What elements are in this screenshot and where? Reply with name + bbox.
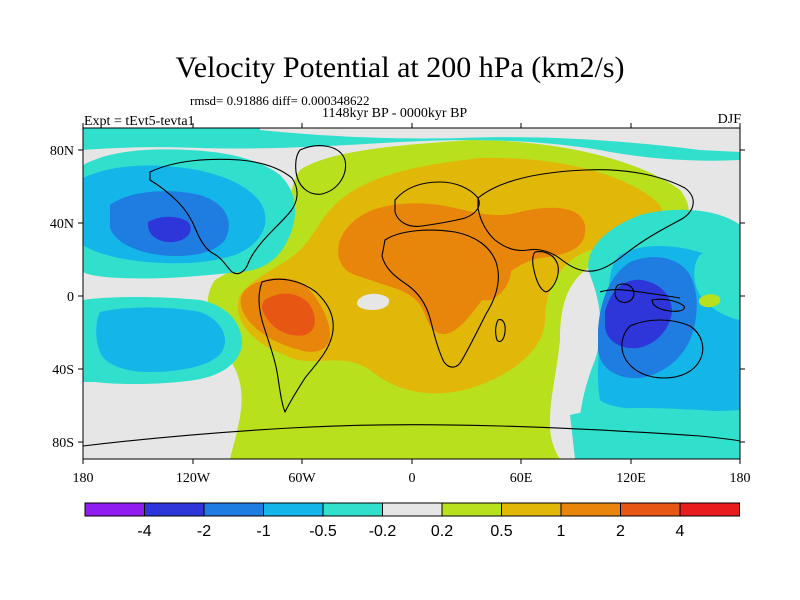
- colorbar-swatch: [620, 502, 681, 517]
- colorbar-swatch: [560, 502, 621, 517]
- x-tick-label: 180: [73, 471, 94, 486]
- map-title: Velocity Potential at 200 hPa (km2/s): [175, 51, 625, 84]
- y-axis: 80N 40N 0 40S 80S: [50, 144, 745, 451]
- colorbar-label: -0.5: [309, 523, 337, 540]
- colorbar-label: 1: [557, 523, 566, 540]
- y-tick: 80S: [52, 436, 745, 451]
- y-tick-label: 80S: [52, 436, 74, 451]
- x-tick: 120W: [176, 123, 211, 486]
- season-label: DJF: [717, 112, 741, 127]
- x-tick: 60W: [288, 123, 316, 486]
- maritime-continent-outline: [599, 289, 681, 299]
- colorbar-swatch: [144, 502, 205, 517]
- south-america-outline: [258, 278, 334, 413]
- colorbar-label: -0.2: [369, 523, 397, 540]
- madagascar-outline: [495, 319, 506, 343]
- colorbar-swatch: [501, 502, 562, 517]
- x-tick: 0: [409, 123, 416, 486]
- north-america-outline: [149, 158, 298, 275]
- south-pacific-negative-0p5: [96, 307, 226, 372]
- colorbar-label: 0.5: [490, 523, 512, 540]
- australia-outline: [621, 319, 704, 379]
- arctic-near-zero: [260, 128, 740, 152]
- colorbar-swatch: [382, 502, 443, 517]
- positive-contour-2-asia: [523, 213, 576, 245]
- colorbar-swatch: [203, 502, 264, 517]
- warm-pool-negative-2: [605, 279, 672, 349]
- y-tick: 80N: [50, 144, 745, 159]
- experiment-label: Expt = tEvt5-tevta1: [84, 114, 195, 129]
- y-tick-label: 40N: [50, 217, 74, 232]
- colorbar-swatch: [84, 502, 145, 517]
- colorbar-swatch: [322, 502, 383, 517]
- y-tick-label: 0: [67, 290, 74, 305]
- positive-contour-2: [262, 293, 315, 336]
- x-tick: 60E: [510, 123, 533, 486]
- colorbar-label: -1: [256, 523, 270, 540]
- east-pacific-positive-dot: [698, 294, 721, 308]
- antarctica-outline: [83, 424, 740, 447]
- greenland-outline: [295, 145, 347, 195]
- europe-outline: [394, 181, 480, 227]
- x-tick-label: 60W: [288, 471, 316, 486]
- colorbar-label: -4: [137, 523, 151, 540]
- contour-field: [83, 128, 740, 459]
- north-pacific-negative-2: [147, 216, 191, 243]
- x-tick: 180: [730, 123, 751, 486]
- x-tick-label: 60E: [510, 471, 533, 486]
- x-tick-label: 180: [730, 471, 751, 486]
- colorbar-label: 0.2: [431, 523, 453, 540]
- colorbar-swatch: [441, 502, 502, 517]
- y-tick: 0: [67, 290, 745, 305]
- x-tick-label: 120W: [176, 471, 211, 486]
- y-tick-label: 80N: [50, 144, 74, 159]
- new-guinea-outline: [651, 298, 685, 312]
- x-axis: 180 120W 60W 0 60E 120E 180: [73, 123, 751, 486]
- india-outline: [532, 251, 559, 293]
- colorbar: -4 -2 -1 -0.5 -0.2 0.2 0.5 1 2 4: [84, 502, 740, 540]
- x-tick-label: 0: [409, 471, 416, 486]
- colorbar-label: 2: [616, 523, 625, 540]
- rmsd-diff-stats: rmsd= 0.91886 diff= 0.000348622: [190, 93, 370, 108]
- atlantic-low-gap: [356, 293, 390, 310]
- y-tick: 40S: [52, 363, 745, 378]
- africa-outline: [381, 229, 499, 368]
- colorbar-label: 4: [676, 523, 685, 540]
- x-tick: 120E: [616, 123, 646, 486]
- coastlines: [83, 145, 740, 447]
- x-tick-label: 120E: [616, 471, 646, 486]
- y-tick: 40N: [50, 217, 745, 232]
- period-label: 1148kyr BP - 0000kyr BP: [322, 106, 468, 121]
- colorbar-swatch: [263, 502, 324, 517]
- x-tick: 180: [73, 123, 94, 486]
- positive-contour-1-africa: [452, 248, 512, 301]
- y-tick-label: 40S: [52, 363, 74, 378]
- asia-outline: [477, 169, 694, 272]
- borneo-outline: [614, 283, 635, 303]
- colorbar-label: -2: [197, 523, 211, 540]
- colorbar-swatch: [679, 502, 740, 517]
